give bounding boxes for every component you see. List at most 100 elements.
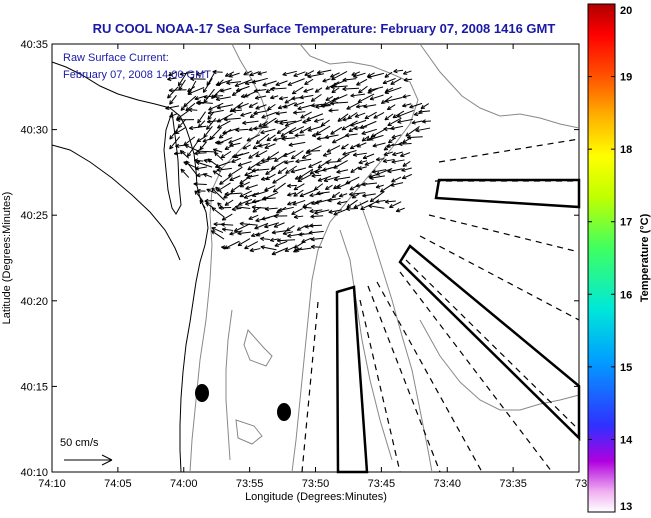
current-vector-head <box>415 130 420 133</box>
current-vector-head <box>346 203 350 208</box>
current-vector <box>229 230 243 236</box>
current-vector <box>392 110 405 119</box>
current-vector <box>389 201 402 208</box>
current-vector <box>284 160 294 165</box>
current-vector <box>228 72 240 78</box>
current-vector-head <box>342 154 347 156</box>
current-vector <box>208 102 224 111</box>
current-vector-head <box>206 127 211 130</box>
current-vector-head <box>265 173 270 175</box>
current-vector-head <box>315 106 320 109</box>
current-vector-head <box>195 160 201 163</box>
current-vector <box>244 200 260 206</box>
current-vector-head <box>381 102 386 105</box>
current-vector-head <box>373 114 377 119</box>
current-vector-head <box>175 143 180 147</box>
current-vector-head <box>187 154 192 158</box>
current-vector-head <box>186 152 189 157</box>
current-vector <box>390 182 404 187</box>
current-vector-shaft <box>323 175 340 182</box>
current-vector-head <box>349 191 353 195</box>
current-vector-head <box>177 125 182 129</box>
current-vector <box>177 71 188 87</box>
current-vector-head <box>328 209 333 213</box>
current-vector-shaft <box>213 95 224 97</box>
current-vector <box>409 102 423 109</box>
y-tick-label: 40:30 <box>20 125 48 137</box>
current-vector-head <box>309 195 314 198</box>
current-vector-shaft <box>275 111 287 115</box>
x-tick-label: 73:55 <box>236 478 264 490</box>
current-vector-shaft <box>351 71 361 76</box>
current-vector <box>234 79 252 87</box>
current-vector-head <box>315 104 320 108</box>
current-vector-head <box>353 204 357 209</box>
current-vector-head <box>215 142 220 145</box>
current-vector <box>165 105 180 110</box>
current-vector-shaft <box>342 150 357 156</box>
current-vector-shaft <box>390 125 404 130</box>
current-vector-shaft <box>211 227 224 234</box>
current-vector-shaft <box>384 71 393 78</box>
current-vector-head <box>341 147 346 150</box>
current-vector-head <box>220 154 224 158</box>
current-vector-shaft <box>180 168 190 178</box>
current-vector-head <box>174 130 178 134</box>
current-vector-head <box>323 177 328 182</box>
current-vector-head <box>205 202 209 207</box>
current-vector <box>212 69 223 75</box>
current-vector <box>261 111 277 119</box>
current-vector-head <box>228 175 233 177</box>
current-vector-head <box>384 89 389 94</box>
current-vector-head <box>212 148 217 153</box>
current-vector-head <box>302 205 307 208</box>
dashed-guide-line <box>438 138 580 163</box>
current-vector-head <box>252 208 256 213</box>
current-vector-shaft <box>180 102 189 111</box>
current-vector-shaft <box>293 101 305 107</box>
current-vector <box>222 127 240 135</box>
current-vector-head <box>311 175 316 178</box>
current-vector-head <box>218 205 223 209</box>
current-vector <box>421 119 432 124</box>
current-vector-head <box>358 91 363 94</box>
current-vector-head <box>361 184 366 187</box>
current-vector-head <box>383 146 387 151</box>
current-vector-head <box>273 190 278 193</box>
current-vector-shaft <box>283 102 296 109</box>
current-vector-shaft <box>260 157 277 162</box>
current-vector-head <box>387 139 391 143</box>
current-vector-shaft <box>270 160 286 170</box>
current-vector-shaft <box>221 223 234 226</box>
current-vector <box>267 103 276 111</box>
current-vector <box>246 134 261 142</box>
current-vector-head <box>384 116 388 121</box>
current-vector <box>211 207 225 218</box>
current-vector-shaft <box>253 126 269 130</box>
current-vector <box>281 136 296 141</box>
current-vector <box>221 227 234 232</box>
current-vector-head <box>260 129 264 134</box>
current-vector-head <box>271 232 276 235</box>
current-vector-shaft <box>400 152 411 157</box>
current-vector-head <box>237 241 241 246</box>
current-vector-shaft <box>299 94 314 99</box>
current-vector-shaft <box>216 96 231 101</box>
current-vector <box>229 142 241 147</box>
current-vector <box>311 133 322 138</box>
current-vector-head <box>224 204 230 206</box>
outline-box-east <box>434 178 581 209</box>
current-vector <box>357 93 375 103</box>
current-vector-shaft <box>320 119 330 127</box>
current-vector-head <box>349 145 354 149</box>
current-vector-shaft <box>179 150 190 159</box>
current-vector-head <box>203 98 206 103</box>
current-vector <box>391 159 405 164</box>
current-vector-shaft <box>276 126 288 134</box>
current-vector-head <box>284 247 288 252</box>
current-vector-head <box>324 134 329 139</box>
current-vector-head <box>281 138 286 141</box>
current-vector-head <box>196 138 200 142</box>
current-vector <box>253 88 267 93</box>
current-vector-head <box>314 88 318 93</box>
